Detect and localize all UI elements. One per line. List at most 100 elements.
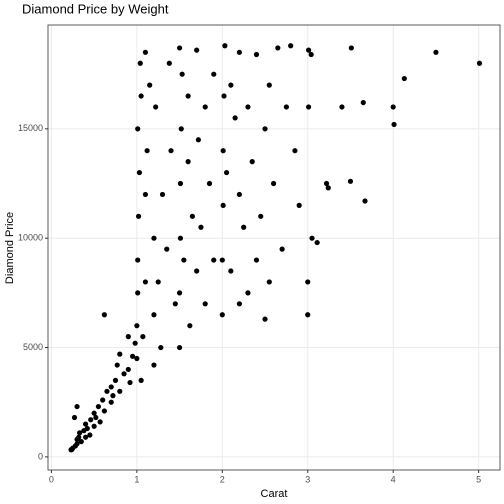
point bbox=[121, 371, 127, 377]
point bbox=[114, 362, 120, 368]
x-tick-label: 4 bbox=[391, 474, 396, 484]
point bbox=[236, 49, 242, 55]
point bbox=[306, 104, 312, 110]
point bbox=[220, 202, 226, 208]
point bbox=[323, 180, 330, 187]
point bbox=[137, 60, 143, 66]
point bbox=[172, 301, 178, 307]
point bbox=[127, 379, 133, 386]
point bbox=[153, 104, 159, 110]
point bbox=[360, 99, 366, 106]
point bbox=[258, 213, 264, 219]
point bbox=[142, 49, 149, 55]
point bbox=[101, 312, 107, 318]
point bbox=[77, 430, 83, 436]
point bbox=[71, 414, 78, 421]
point bbox=[135, 126, 141, 132]
point bbox=[144, 148, 150, 154]
point bbox=[433, 49, 439, 55]
point bbox=[91, 423, 97, 429]
point bbox=[390, 104, 396, 110]
point bbox=[228, 268, 234, 274]
point bbox=[219, 312, 225, 318]
point bbox=[222, 43, 228, 49]
point bbox=[140, 334, 146, 340]
point bbox=[202, 301, 208, 307]
point bbox=[155, 279, 161, 285]
point bbox=[135, 257, 141, 263]
point bbox=[151, 235, 157, 241]
point bbox=[253, 51, 260, 58]
point bbox=[305, 312, 311, 318]
y-axis-label: Diamond Price bbox=[4, 212, 16, 284]
panel bbox=[48, 25, 500, 470]
point bbox=[95, 403, 102, 410]
point bbox=[125, 366, 131, 373]
point bbox=[305, 279, 311, 285]
point bbox=[348, 45, 354, 51]
point bbox=[108, 384, 114, 390]
point bbox=[135, 290, 141, 296]
point bbox=[314, 239, 320, 246]
point bbox=[232, 115, 238, 121]
point bbox=[101, 408, 107, 414]
point bbox=[136, 169, 143, 176]
point bbox=[189, 213, 196, 219]
point bbox=[211, 257, 217, 263]
point bbox=[206, 180, 213, 187]
point bbox=[283, 104, 289, 110]
point bbox=[129, 353, 136, 359]
point bbox=[262, 316, 268, 322]
point bbox=[362, 198, 368, 204]
point bbox=[117, 351, 123, 357]
point bbox=[219, 257, 225, 263]
point bbox=[275, 45, 281, 51]
point bbox=[138, 377, 144, 383]
point bbox=[185, 93, 191, 99]
point bbox=[117, 388, 123, 394]
point bbox=[236, 191, 242, 198]
point bbox=[147, 82, 153, 88]
point bbox=[262, 126, 268, 132]
point bbox=[84, 425, 90, 432]
point bbox=[266, 82, 272, 88]
point bbox=[266, 279, 272, 285]
point bbox=[78, 438, 84, 445]
point bbox=[347, 178, 354, 184]
point bbox=[74, 403, 80, 410]
point bbox=[194, 268, 200, 274]
point bbox=[87, 432, 93, 438]
point bbox=[82, 434, 89, 440]
point bbox=[181, 257, 187, 263]
point bbox=[236, 301, 242, 307]
point bbox=[168, 148, 174, 154]
y-tick-label: 0 bbox=[38, 451, 43, 461]
point bbox=[308, 51, 314, 58]
point bbox=[176, 344, 183, 351]
point bbox=[223, 169, 230, 176]
point bbox=[108, 399, 114, 405]
point bbox=[177, 235, 184, 241]
point bbox=[309, 235, 315, 241]
point bbox=[221, 93, 227, 99]
point bbox=[158, 344, 164, 351]
point bbox=[245, 104, 251, 110]
point bbox=[401, 75, 407, 82]
point bbox=[202, 104, 208, 110]
point bbox=[88, 417, 94, 423]
point bbox=[97, 419, 103, 425]
point bbox=[288, 43, 294, 49]
point bbox=[132, 340, 138, 346]
point bbox=[185, 159, 191, 165]
point bbox=[142, 279, 149, 285]
x-tick-label: 1 bbox=[134, 474, 139, 484]
point bbox=[179, 71, 185, 77]
panel-border bbox=[47, 24, 501, 471]
point bbox=[134, 355, 140, 362]
point bbox=[159, 191, 166, 198]
point bbox=[176, 290, 183, 296]
x-tick-label: 2 bbox=[220, 474, 225, 484]
point bbox=[176, 45, 183, 51]
point bbox=[211, 71, 217, 77]
point bbox=[245, 290, 251, 296]
